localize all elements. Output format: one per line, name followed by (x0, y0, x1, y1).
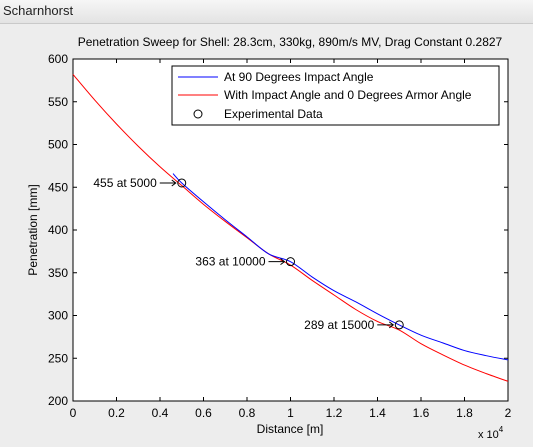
annotation-arrowhead (171, 179, 177, 187)
y-tick-label: 500 (48, 138, 68, 152)
annotation-label: 289 at 15000 (304, 318, 374, 332)
x-tick-label: 0.4 (152, 406, 169, 420)
y-tick-label: 450 (48, 180, 68, 194)
x-tick-label: 0.2 (108, 406, 125, 420)
y-axis-label: Penetration [mm] (26, 184, 40, 275)
y-tick-label: 300 (48, 309, 68, 323)
legend-entry-impact-angle: With Impact Angle and 0 Degrees Armor An… (224, 88, 472, 102)
legend-box (171, 65, 500, 126)
annotation-arrowhead (388, 321, 395, 329)
x-multiplier-base: x 10 (478, 429, 499, 441)
y-tick-label: 550 (48, 95, 68, 109)
legend-swatch-circle (193, 109, 203, 119)
annotation-label: 363 at 10000 (195, 255, 265, 269)
figure-area: Penetration Sweep for Shell: 28.3cm, 330… (0, 24, 533, 447)
series-line-impact-angle (72, 74, 509, 382)
x-tick-label: 1 (287, 406, 294, 420)
experimental-point (286, 257, 295, 267)
x-tick-label: 1.4 (369, 406, 386, 420)
series-line-90-degrees (172, 173, 509, 361)
x-multiplier-exponent: 4 (499, 425, 504, 434)
y-tick-label: 400 (48, 223, 68, 237)
y-tick-label: 350 (48, 266, 68, 280)
annotation-arrowhead (280, 258, 286, 266)
y-tick-label: 200 (48, 394, 68, 408)
x-axis-label: Distance [m] (257, 422, 324, 436)
x-tick-label: 1.2 (326, 406, 343, 420)
experimental-point (394, 320, 404, 330)
experimental-point (177, 178, 187, 188)
x-tick-label: 2 (505, 406, 512, 420)
chart-title: Penetration Sweep for Shell: 28.3cm, 330… (78, 35, 503, 49)
window-titlebar: Scharnhorst (0, 0, 533, 24)
x-tick-label: 0 (70, 406, 77, 420)
penetration-chart: Penetration Sweep for Shell: 28.3cm, 330… (26, 35, 512, 441)
legend: At 90 Degrees Impact Angle With Impact A… (171, 65, 500, 126)
legend-entry-90-degrees: At 90 Degrees Impact Angle (224, 70, 374, 84)
x-tick-label: 1.8 (456, 406, 473, 420)
x-axis-multiplier: x 104 (478, 425, 504, 441)
annotation-label: 455 at 5000 (93, 176, 157, 190)
y-tick-label: 600 (48, 52, 68, 66)
x-tick-label: 0.6 (195, 406, 212, 420)
x-tick-label: 0.8 (239, 406, 256, 420)
x-tick-label: 1.6 (413, 406, 430, 420)
window-title: Scharnhorst (3, 3, 74, 18)
y-tick-label: 250 (48, 351, 68, 365)
legend-entry-experimental: Experimental Data (224, 107, 323, 121)
